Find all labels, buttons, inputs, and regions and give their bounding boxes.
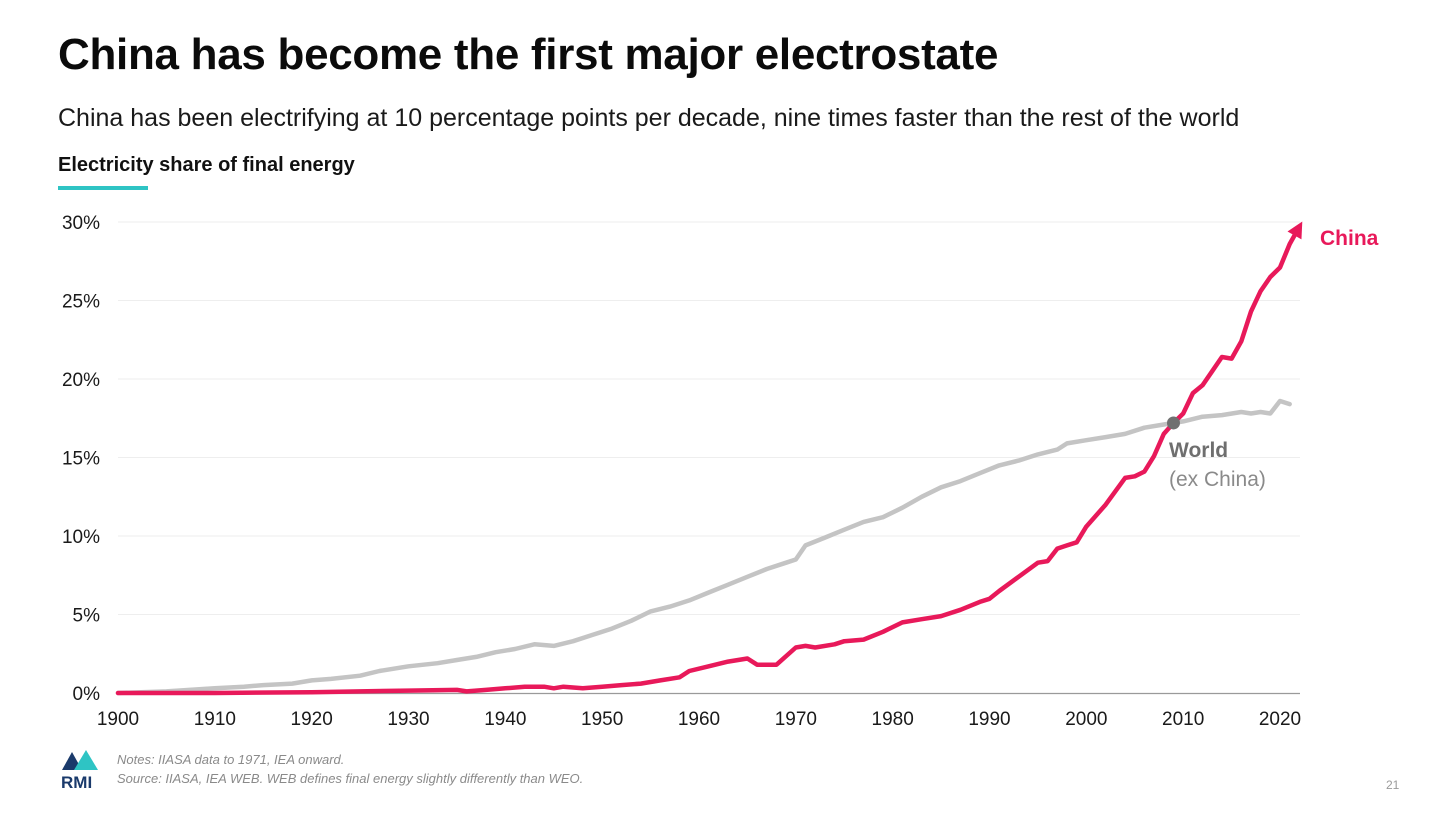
china-series-line — [115, 224, 1302, 696]
y-tick-label: 30% — [62, 213, 100, 234]
x-tick-label: 1920 — [291, 709, 333, 730]
y-tick-label: 10% — [62, 527, 100, 548]
gridlines — [118, 221, 1300, 615]
x-tick-label: 1970 — [775, 709, 817, 730]
chart-title: Electricity share of final energy — [58, 154, 355, 176]
x-tick-label: 1940 — [484, 709, 526, 730]
y-tick-label: 20% — [62, 370, 100, 391]
x-tick-label: 1910 — [194, 709, 236, 730]
x-tick-label: 2000 — [1065, 709, 1107, 730]
series-labels: China World (ex China) — [1169, 227, 1379, 491]
x-tick-label: 1960 — [678, 709, 720, 730]
world-series-label: World — [1169, 439, 1228, 462]
source-text: Source: IIASA, IEA WEB. WEB defines fina… — [117, 771, 584, 786]
china-series-label: China — [1320, 227, 1379, 250]
x-tick-label: 1990 — [968, 709, 1010, 730]
x-tick-label: 1980 — [872, 709, 914, 730]
x-tick-label: 2020 — [1259, 709, 1301, 730]
rmi-logo: RMI — [61, 750, 98, 790]
world-series-line — [115, 398, 1292, 696]
logo-text: RMI — [61, 773, 92, 790]
slide-title: China has become the first major electro… — [58, 30, 999, 79]
y-tick-label: 0% — [73, 684, 101, 705]
x-tick-label: 2010 — [1162, 709, 1204, 730]
footer-notes: Notes: IIASA data to 1971, IEA onward. S… — [117, 750, 583, 788]
logo-mountain-right — [74, 750, 98, 770]
china-arrowhead — [1287, 221, 1303, 240]
y-tick-label: 25% — [62, 292, 100, 313]
slide-subtitle: China has been electrifying at 10 percen… — [58, 104, 1240, 132]
axes: 0% 5% 10% 15% 20% 25% 30% 1900 1910 1920 1930 1940 1… — [62, 213, 1301, 730]
series-lines — [115, 221, 1303, 696]
notes-text: Notes: IIASA data to 1971, IEA onward. — [117, 752, 345, 767]
intersection-point — [1166, 416, 1180, 430]
x-tick-label: 1950 — [581, 709, 623, 730]
world-series-sublabel: (ex China) — [1169, 468, 1266, 491]
page-number: 21 — [1386, 778, 1400, 792]
y-tick-label: 5% — [73, 606, 101, 627]
x-tick-label: 1900 — [97, 709, 139, 730]
x-tick-label: 1930 — [387, 709, 429, 730]
accent-underline — [58, 186, 148, 190]
y-tick-label: 15% — [62, 449, 100, 470]
